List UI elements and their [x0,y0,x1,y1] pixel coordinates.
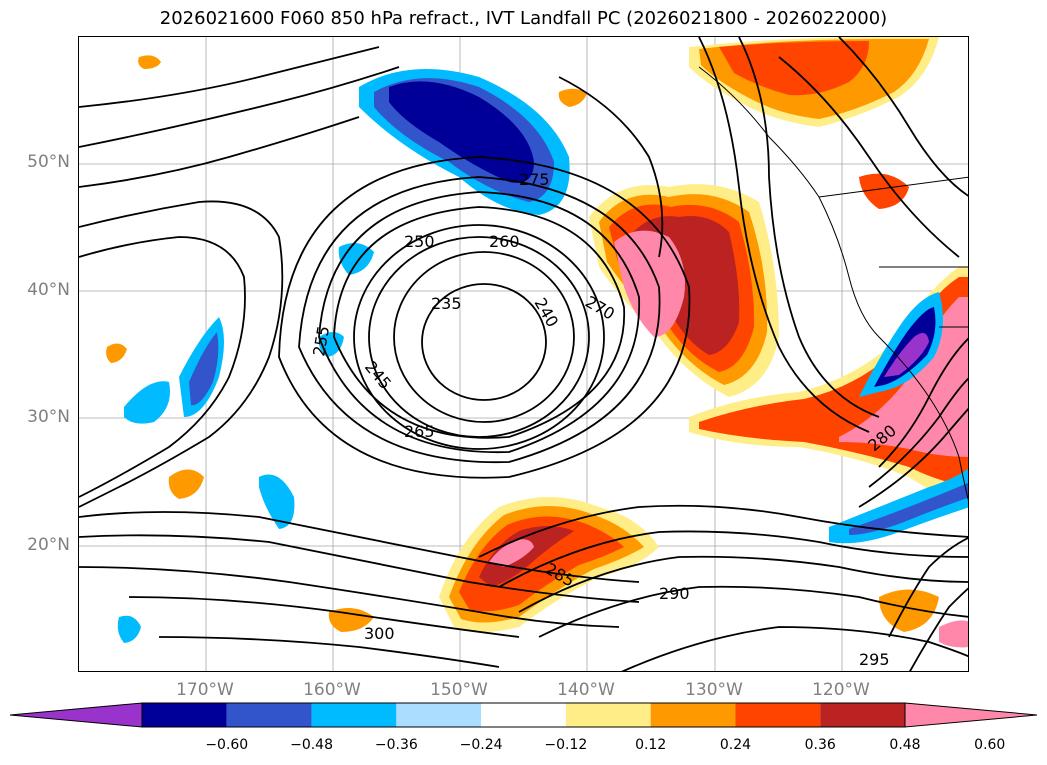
colorbar-tick-label: −0.24 [459,737,503,753]
contour-245 [368,236,590,438]
lat-label-20n: 20°N [27,535,70,555]
colorbar-tick-label: 0.60 [974,737,1006,753]
colorbar-bin [142,703,227,727]
shading-negative-west [117,243,968,643]
colorbar-tick-label: 0.24 [719,737,752,753]
contour-label-290: 290 [659,584,690,603]
colorbar-tick-label: −0.12 [544,737,588,753]
colorbar [10,702,1037,728]
contour-label-250: 250 [404,232,435,251]
lon-label-130w: 130°W [685,680,743,700]
contour-240 [393,251,575,423]
map-title: 2026021600 F060 850 hPa refract., IVT La… [159,8,888,29]
colorbar-bin [396,703,482,727]
colorbar-tick-label: −0.60 [205,737,249,753]
map-panel: 235 240 245 250 255 260 265 270 275 280 … [78,36,969,672]
contour-label-295: 295 [859,650,890,669]
contour-label-265: 265 [404,422,435,441]
lat-label-40n: 40°N [27,280,70,300]
shading-positive-pacific-northwest [589,184,779,397]
colorbar-bin [481,703,566,727]
coastline [698,66,968,501]
shading-positive-scattered [106,55,968,648]
contour-label-300: 300 [364,624,395,643]
contour-235 [421,283,547,401]
contour-label-235: 235 [431,294,462,313]
contour-250 [353,224,605,450]
colorbar-outline [141,702,906,728]
colorbar-bin [650,703,736,727]
contour-260 [318,191,640,454]
lat-label-30n: 30°N [27,407,70,427]
lat-label-50n: 50°N [27,152,70,172]
colorbar-cells [10,702,1037,728]
lon-label-170w: 170°W [176,680,234,700]
lon-label-140w: 140°W [557,680,615,700]
lon-label-150w: 150°W [430,680,488,700]
contour-label-275: 275 [519,170,550,189]
colorbar-bin [226,703,312,727]
colorbar-tick-label: −0.36 [374,737,418,753]
colorbar-extend-high [904,702,1037,728]
contour-label-260: 260 [489,232,520,251]
colorbar-bin [820,703,905,727]
map-plot: 235 240 245 250 255 260 265 270 275 280 … [79,37,968,671]
colorbar-tick-label: 0.48 [889,737,921,753]
shading-negative-gulf-of-alaska [359,69,570,215]
lon-label-120w: 120°W [812,680,870,700]
contour-label-240: 240 [531,295,563,331]
contour-label-245: 245 [361,357,395,393]
colorbar-bin [735,703,821,727]
colorbar-tick-label: 0.12 [635,737,667,753]
colorbar-tick-label: 0.36 [804,737,836,753]
colorbar-bin [565,703,651,727]
colorbar-tick-label: −0.48 [290,737,333,753]
colorbar-bin [311,703,397,727]
colorbar-extend-low [10,702,143,728]
lon-label-160w: 160°W [303,680,361,700]
contours [79,37,968,671]
contour-255 [333,206,626,439]
us-canada-border [818,176,968,198]
